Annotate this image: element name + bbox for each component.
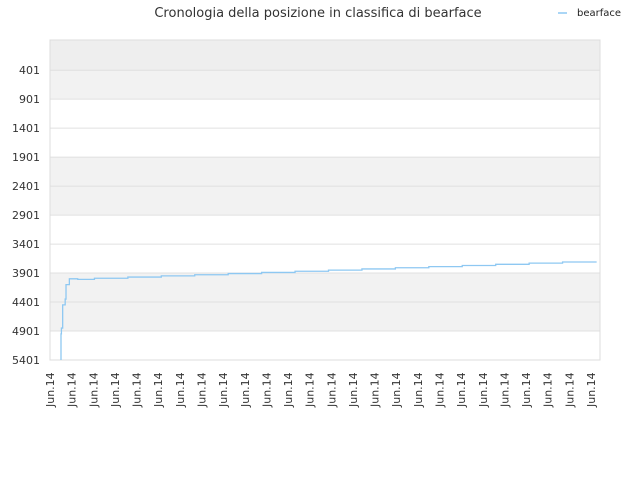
plot-band [50,302,600,332]
x-tick-label: Jun.14 [369,372,382,408]
x-tick-label: Jun.14 [563,372,576,408]
plot-band [50,186,600,216]
series-lines [60,261,597,360]
x-tick-label: Jun.14 [217,372,230,408]
x-tick-label: Jun.14 [498,372,511,408]
plot-band [50,273,600,303]
x-tick-label: Jun.14 [131,372,144,408]
x-tick-label: Jun.14 [174,372,187,408]
plot-frame [49,39,601,361]
y-axis: 401 901 1401 1901 2401 2901 3401 3901 4401 4901 54… [12,64,40,367]
x-axis: Jun.14 Jun.14 Jun.14 Jun.14 Jun.14 Jun.14 Jun.… [44,372,598,408]
x-tick-label: Jun.14 [44,372,57,408]
x-tick-label: Jun.14 [304,372,317,408]
y-tick-label: 1401 [12,122,40,135]
x-tick-label: Jun.14 [477,372,490,408]
plot-bands [50,40,600,332]
y-tick-label: 2901 [12,209,40,222]
y-tick-label: 1901 [12,151,40,164]
x-tick-label: Jun.14 [87,372,100,408]
y-tick-label: 4901 [12,325,40,338]
y-tick-label: 3401 [12,238,40,251]
x-tick-label: Jun.14 [412,372,425,408]
x-tick-label: Jun.14 [195,372,208,408]
x-tick-label: Jun.14 [260,372,273,408]
plot-band [50,40,600,71]
y-tick-label: 3901 [12,267,40,280]
x-tick-label: Jun.14 [455,372,468,408]
x-tick-label: Jun.14 [239,372,252,408]
x-tick-label: Jun.14 [152,372,165,408]
x-tick-label: Jun.14 [434,372,447,408]
y-tick-label: 901 [19,93,40,106]
y-tick-label: 2401 [12,180,40,193]
x-tick-label: Jun.14 [390,372,403,408]
y-tick-label: 5401 [12,354,40,367]
legend-label: bearface [577,8,621,19]
y-tick-label: 4401 [12,296,40,309]
x-tick-label: Jun.14 [109,372,122,408]
x-tick-label: Jun.14 [325,372,338,408]
x-tick-label: Jun.14 [585,372,598,408]
plot-band [50,157,600,187]
x-tick-label: Jun.14 [347,372,360,408]
legend: bearface [558,8,621,19]
plot-band [50,70,600,100]
x-tick-label: Jun.14 [520,372,533,408]
series-line-bearface [60,261,597,360]
x-tick-label: Jun.14 [542,372,555,408]
y-tick-label: 401 [19,64,40,77]
x-tick-label: Jun.14 [282,372,295,408]
x-tick-label: Jun.14 [66,372,79,408]
chart-title: Cronologia della posizione in classifica… [154,6,481,21]
